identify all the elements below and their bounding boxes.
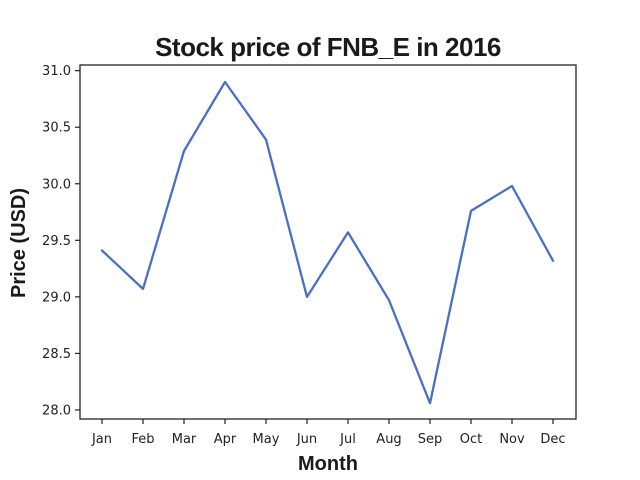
- x-tick-label: Dec: [540, 432, 565, 447]
- y-tick-label: 31.0: [42, 64, 71, 79]
- x-axis-ticks: Jan Feb Mar Apr May Jun Jul Aug Sep Oct Nov Dec: [91, 419, 566, 447]
- x-tick-label: Apr: [214, 432, 237, 447]
- y-tick-label: 29.0: [42, 290, 71, 305]
- y-tick-label: 28.0: [42, 403, 71, 418]
- price-series-line: [100, 80, 555, 405]
- x-tick-label: Mar: [172, 432, 197, 447]
- x-tick-label: Sep: [418, 432, 443, 447]
- x-tick-label: Jan: [91, 432, 112, 447]
- y-tick-label: 28.5: [42, 347, 71, 362]
- x-axis-label: Month: [298, 453, 358, 475]
- y-axis-ticks: 28.0 28.5 29.0 29.5 30.0 30.5 31.0: [42, 64, 80, 418]
- plot-area-frame: [79, 64, 577, 420]
- x-tick-label: Jun: [296, 432, 317, 447]
- x-tick-label: Oct: [460, 432, 482, 447]
- y-axis-label: Price (USD): [8, 188, 30, 298]
- y-tick-label: 29.5: [42, 234, 71, 249]
- series-layer: [100, 80, 555, 405]
- x-tick-label: Feb: [131, 432, 154, 447]
- x-tick-label: Aug: [376, 432, 401, 447]
- y-tick-label: 30.5: [42, 121, 71, 136]
- x-tick-label: Nov: [499, 432, 525, 447]
- x-tick-label: Jul: [339, 432, 356, 447]
- chart-title: Stock price of FNB_E in 2016: [155, 32, 501, 62]
- y-tick-label: 30.0: [42, 177, 71, 192]
- x-tick-label: May: [253, 432, 280, 447]
